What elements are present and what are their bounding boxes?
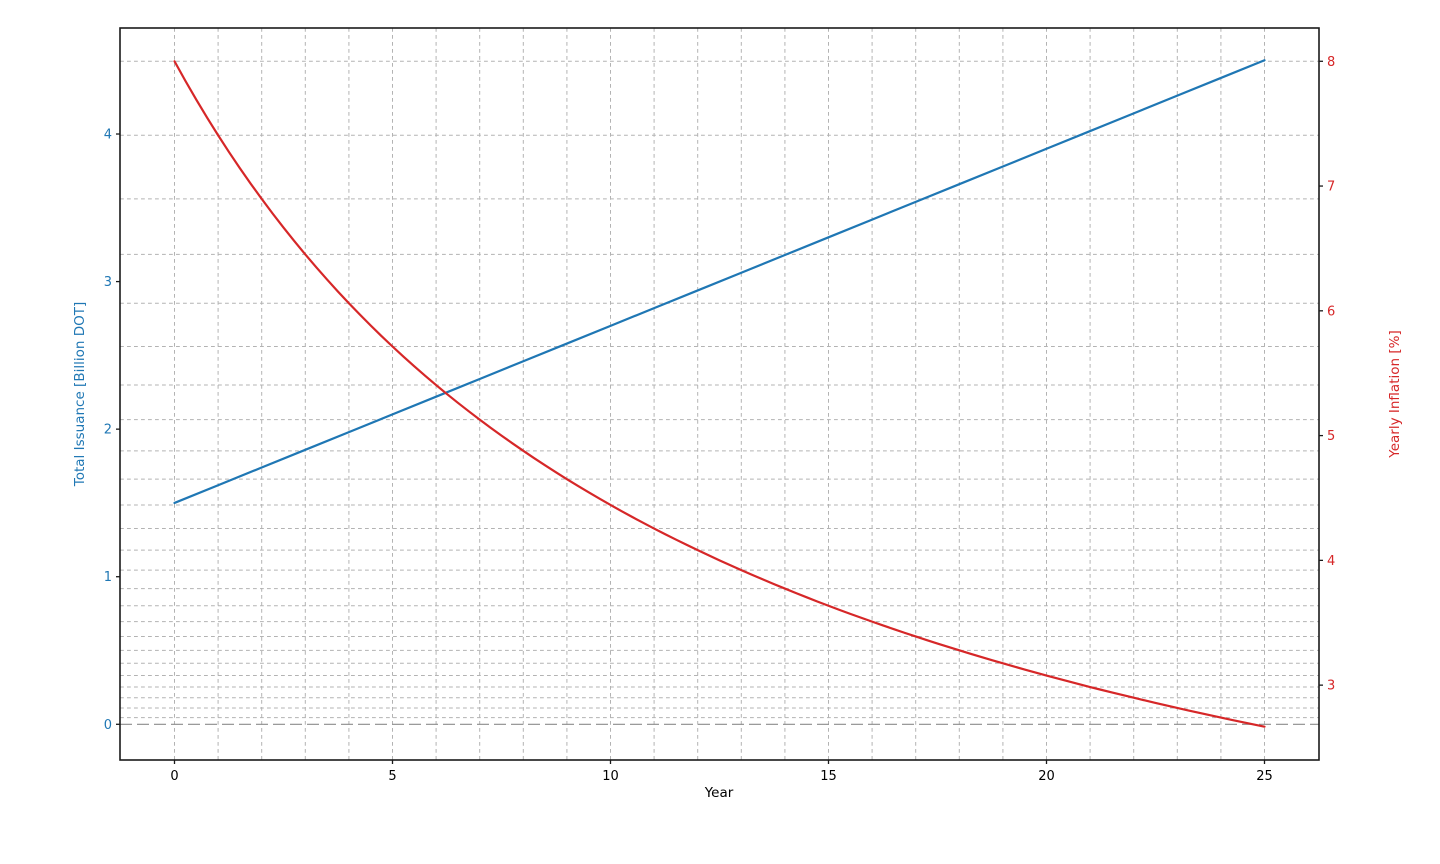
right-tick-label: 7 xyxy=(1327,180,1335,195)
right-tick-label: 6 xyxy=(1327,304,1335,319)
total-issuance-line xyxy=(173,59,1266,505)
x-tick-label: 20 xyxy=(1038,769,1055,784)
x-axis-label: Year xyxy=(704,785,734,801)
right-axis-label: Yearly Inflation [%] xyxy=(1387,330,1403,458)
left-axis-label: Total Issuance [Billion DOT] xyxy=(72,302,88,487)
left-tick-label: 1 xyxy=(104,570,112,585)
left-tick-label: 4 xyxy=(104,128,112,143)
x-tick-labels: 0 5 10 15 20 25 xyxy=(170,769,1272,784)
left-tick-label: 2 xyxy=(104,423,112,438)
right-tick-labels: 3 4 5 6 7 8 xyxy=(1327,55,1335,694)
left-tick-label: 0 xyxy=(104,718,112,733)
right-tick-label: 3 xyxy=(1327,679,1335,694)
yearly-inflation-curve xyxy=(173,60,1266,728)
left-tick-labels: 0 1 2 3 4 xyxy=(104,128,112,733)
left-tick-label: 3 xyxy=(104,275,112,290)
horizontal-gridlines xyxy=(120,60,1319,719)
tick-marks xyxy=(116,60,1323,764)
right-tick-label: 5 xyxy=(1327,429,1335,444)
x-tick-label: 0 xyxy=(170,769,178,784)
vertical-gridlines xyxy=(174,28,1265,760)
x-tick-label: 10 xyxy=(602,769,619,784)
right-tick-label: 8 xyxy=(1327,55,1335,70)
x-tick-label: 15 xyxy=(820,769,837,784)
x-tick-label: 25 xyxy=(1256,769,1273,784)
axes-spines xyxy=(119,27,1320,761)
x-tick-label: 5 xyxy=(388,769,396,784)
right-tick-label: 4 xyxy=(1327,554,1335,569)
